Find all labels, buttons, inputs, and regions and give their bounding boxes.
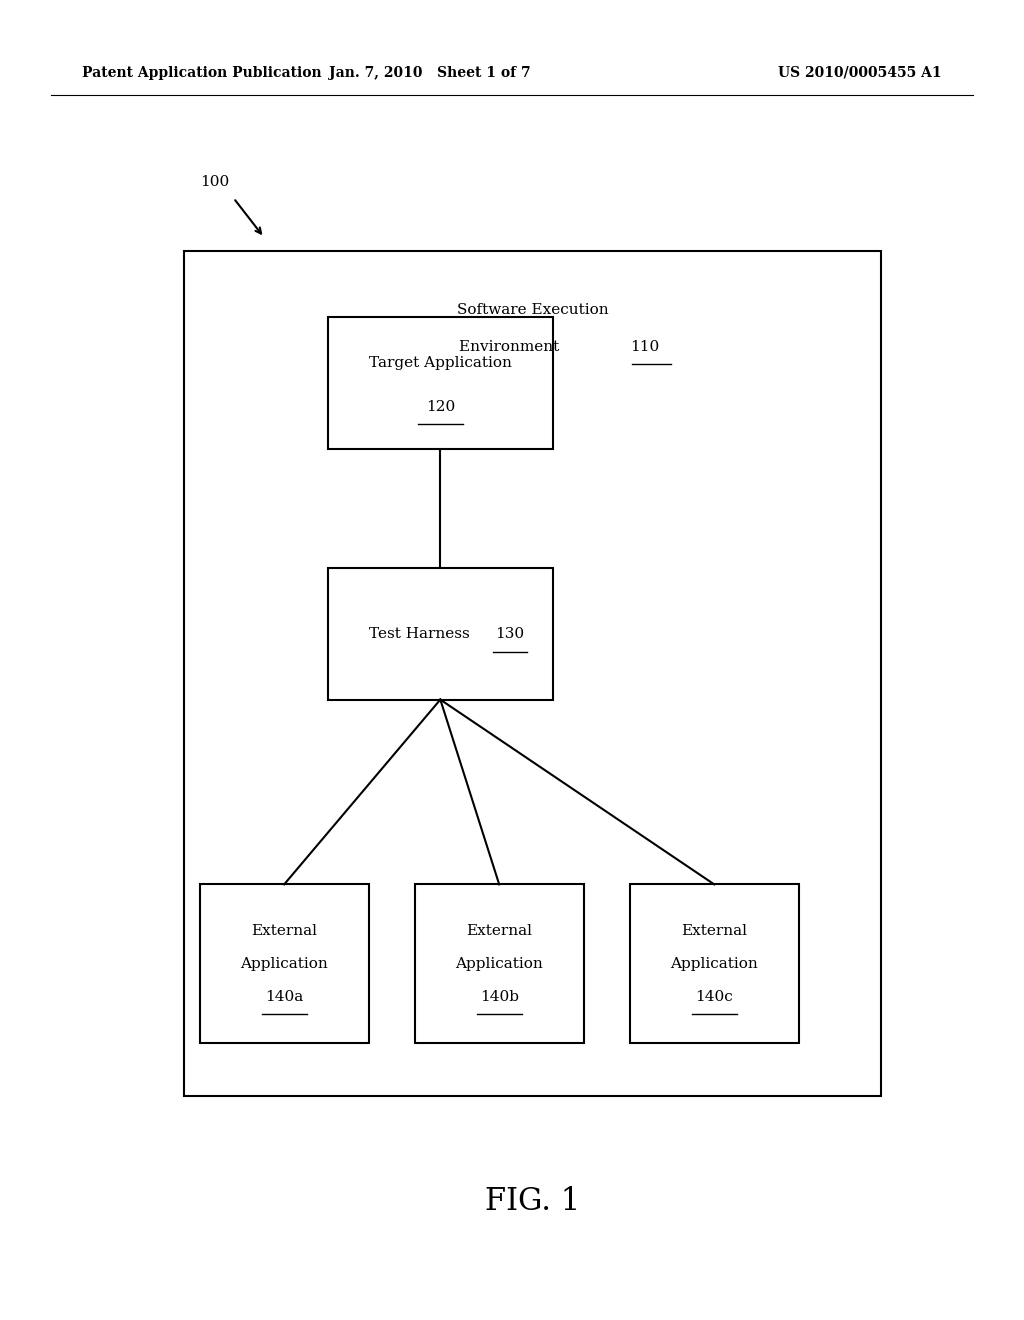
Text: Application: Application [241, 957, 328, 970]
Text: Test Harness: Test Harness [369, 627, 475, 640]
Text: 140a: 140a [265, 990, 303, 1003]
Text: FIG. 1: FIG. 1 [484, 1185, 581, 1217]
Text: Application: Application [456, 957, 543, 970]
Text: 140b: 140b [479, 990, 519, 1003]
Text: Target Application: Target Application [369, 356, 512, 370]
FancyBboxPatch shape [328, 568, 553, 700]
Text: Application: Application [671, 957, 758, 970]
Text: Environment: Environment [460, 341, 564, 354]
FancyBboxPatch shape [630, 884, 799, 1043]
Text: US 2010/0005455 A1: US 2010/0005455 A1 [778, 66, 942, 79]
Text: 120: 120 [426, 400, 455, 413]
Text: 140c: 140c [695, 990, 733, 1003]
FancyBboxPatch shape [415, 884, 584, 1043]
Text: 100: 100 [200, 176, 229, 189]
FancyBboxPatch shape [328, 317, 553, 449]
Text: 130: 130 [496, 627, 524, 640]
Text: Software Execution: Software Execution [457, 304, 608, 317]
Text: External: External [251, 924, 317, 937]
FancyBboxPatch shape [200, 884, 369, 1043]
FancyBboxPatch shape [184, 251, 881, 1096]
Text: 110: 110 [630, 341, 659, 354]
Text: Patent Application Publication: Patent Application Publication [82, 66, 322, 79]
Text: External: External [681, 924, 748, 937]
Text: External: External [466, 924, 532, 937]
Text: Jan. 7, 2010   Sheet 1 of 7: Jan. 7, 2010 Sheet 1 of 7 [330, 66, 530, 79]
